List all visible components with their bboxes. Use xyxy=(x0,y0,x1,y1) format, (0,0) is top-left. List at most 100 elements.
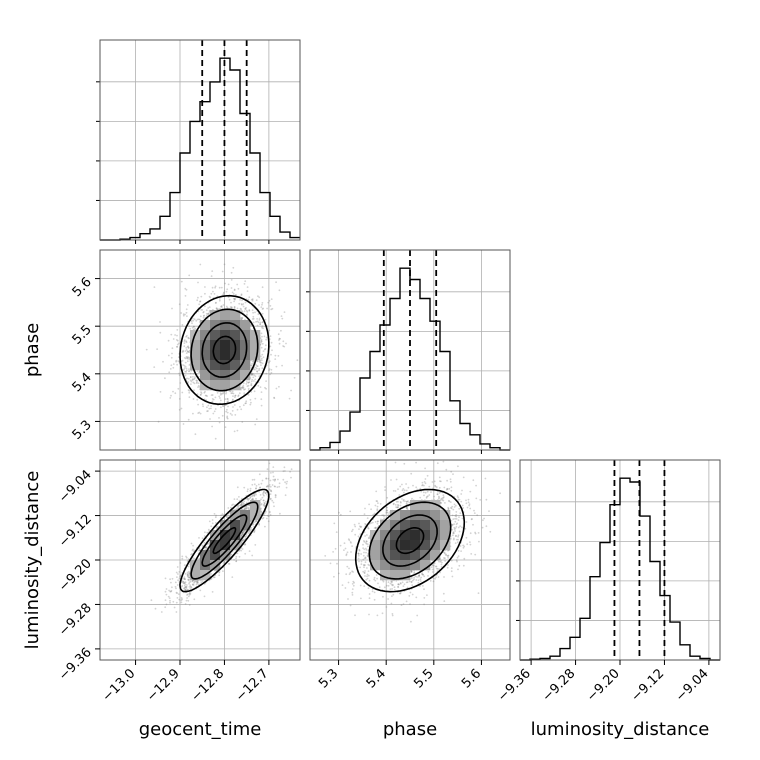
sample-point xyxy=(461,517,464,520)
sample-point xyxy=(174,392,177,395)
sample-point xyxy=(204,390,206,393)
sample-point xyxy=(382,514,385,516)
sample-point xyxy=(251,362,254,365)
sample-point xyxy=(188,356,191,359)
sample-point xyxy=(178,577,181,580)
sample-point xyxy=(260,338,263,341)
sample-point xyxy=(264,344,267,347)
sample-point xyxy=(237,506,240,508)
sample-point xyxy=(177,360,180,363)
sample-point xyxy=(179,382,182,384)
sample-point xyxy=(274,494,277,496)
sample-point xyxy=(233,558,236,561)
sample-point xyxy=(249,403,252,406)
sample-point xyxy=(178,372,181,375)
sample-point xyxy=(247,488,249,491)
sample-point xyxy=(223,263,226,266)
density-cell xyxy=(190,570,201,581)
sample-point xyxy=(188,370,190,373)
sample-point xyxy=(240,534,243,537)
sample-point xyxy=(265,336,268,339)
density-cell xyxy=(250,330,261,341)
sample-point xyxy=(269,514,272,516)
density-cell xyxy=(190,350,201,361)
sample-point xyxy=(251,373,254,376)
sample-point xyxy=(243,500,246,503)
sample-point xyxy=(178,408,181,411)
sample-point xyxy=(244,280,247,283)
sample-point xyxy=(268,510,271,513)
sample-point xyxy=(269,497,272,500)
sample-point xyxy=(245,309,248,312)
sample-point xyxy=(238,302,241,305)
sample-point xyxy=(258,522,260,525)
sample-point xyxy=(258,319,261,321)
sample-point xyxy=(260,346,263,349)
sample-point xyxy=(262,350,265,352)
sample-point xyxy=(259,323,261,325)
sample-point xyxy=(260,482,263,485)
sample-point xyxy=(449,478,452,481)
sample-point xyxy=(192,398,195,400)
sample-point xyxy=(234,394,237,397)
sample-point xyxy=(261,325,264,327)
sample-point xyxy=(240,387,243,389)
sample-point xyxy=(188,586,191,588)
sample-point xyxy=(233,306,236,308)
sample-point xyxy=(274,354,277,357)
sample-point xyxy=(184,572,187,575)
sample-point xyxy=(290,389,292,392)
contour-1 xyxy=(201,514,248,567)
sample-point xyxy=(397,500,399,503)
sample-point xyxy=(236,307,239,310)
sample-point xyxy=(351,570,353,573)
sample-point xyxy=(191,322,193,325)
sample-point xyxy=(170,333,173,336)
sample-point xyxy=(236,498,239,501)
sample-point xyxy=(284,481,286,484)
sample-point xyxy=(215,307,218,310)
sample-point xyxy=(245,307,248,309)
sample-point xyxy=(255,321,257,323)
sample-point xyxy=(187,599,190,602)
sample-point xyxy=(261,511,263,514)
sample-point xyxy=(246,490,249,493)
sample-point xyxy=(162,360,164,363)
sample-point xyxy=(240,534,243,537)
sample-point xyxy=(397,506,400,509)
sample-point xyxy=(363,585,366,587)
sample-point xyxy=(434,484,436,487)
sample-point xyxy=(218,299,221,302)
sample-point xyxy=(231,410,234,412)
sample-point xyxy=(255,364,257,366)
sample-point xyxy=(187,350,190,353)
sample-point xyxy=(185,586,187,588)
sample-point xyxy=(188,396,191,399)
sample-point xyxy=(281,317,284,320)
sample-point xyxy=(415,461,417,464)
sample-point xyxy=(274,478,276,481)
sample-point xyxy=(368,593,371,595)
sample-point xyxy=(456,522,459,525)
sample-point xyxy=(278,482,281,485)
sample-point xyxy=(188,389,191,392)
sample-point xyxy=(261,362,264,365)
sample-point xyxy=(235,560,238,562)
sample-point xyxy=(210,292,213,295)
sample-point xyxy=(275,281,277,284)
sample-point xyxy=(241,316,244,319)
sample-point xyxy=(236,507,238,510)
sample-point xyxy=(252,523,255,525)
sample-point xyxy=(234,396,236,399)
sample-point xyxy=(208,407,211,410)
sample-point xyxy=(284,470,286,472)
sample-point xyxy=(248,309,251,311)
sample-point xyxy=(189,584,192,587)
sample-point xyxy=(255,520,257,522)
sample-point xyxy=(185,349,188,351)
sample-point xyxy=(175,360,178,363)
sample-point xyxy=(225,392,227,395)
sample-point xyxy=(240,540,243,543)
sample-point xyxy=(181,391,184,394)
sample-point xyxy=(278,485,281,488)
